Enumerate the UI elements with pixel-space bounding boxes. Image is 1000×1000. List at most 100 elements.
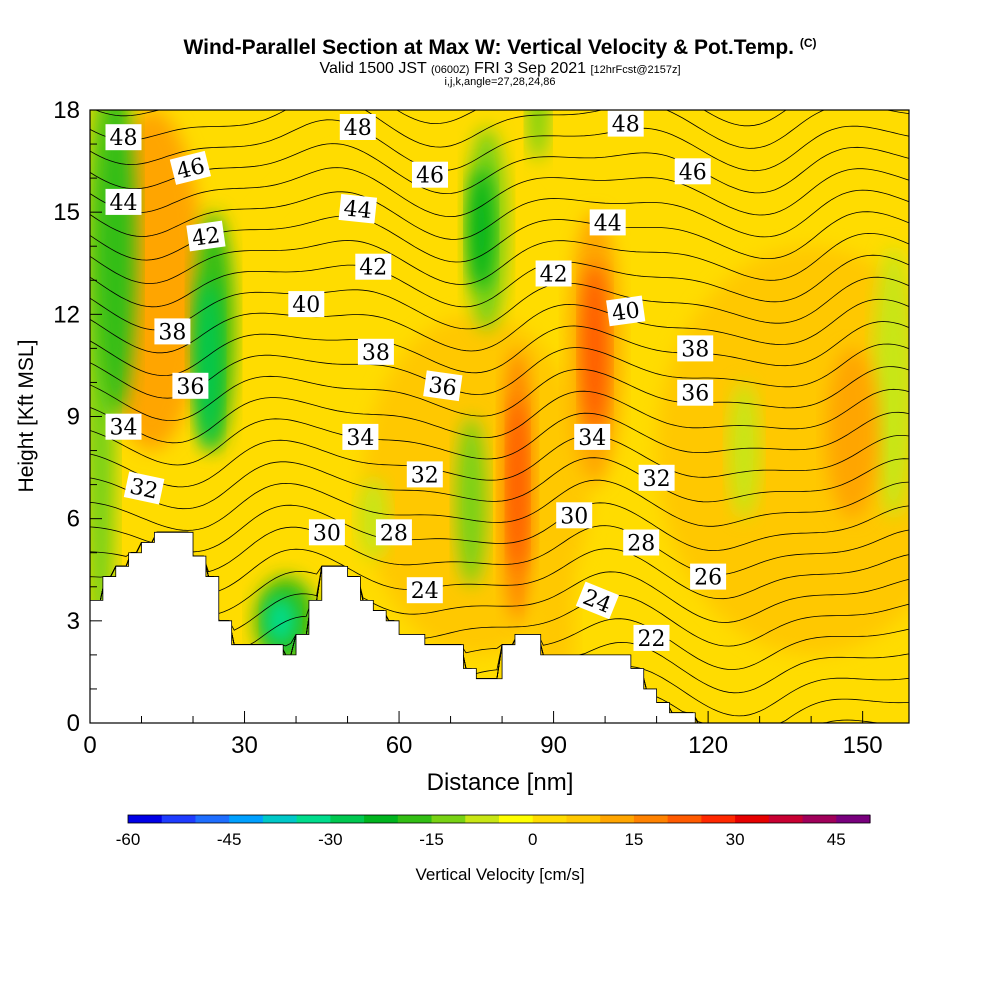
contour-label-bg: [406, 577, 443, 604]
contour-label: 44: [338, 193, 378, 224]
y-tick-label: 15: [53, 199, 80, 226]
velocity-plume: [656, 246, 909, 655]
theta-contour: [90, 457, 909, 510]
contour-label: 28: [375, 519, 412, 546]
contour-label: 38: [357, 338, 394, 366]
velocity-plume: [357, 477, 389, 560]
colorbar-tick-label: -15: [419, 830, 444, 849]
theta-contour: [90, 298, 909, 354]
velocity-plume: [468, 167, 495, 291]
x-tick-label: 90: [540, 732, 567, 759]
colorbar-tick-label: 30: [726, 830, 745, 849]
contour-label: 40: [288, 291, 325, 318]
velocity-plume: [455, 416, 487, 587]
contour-label-text: 24: [411, 579, 439, 604]
contour-label-text: 42: [540, 263, 568, 288]
contour-label-text: 40: [292, 293, 320, 318]
contour-label-text: 36: [681, 382, 709, 407]
x-tick-label: 30: [231, 732, 258, 759]
contour-label-bg: [638, 464, 675, 491]
colorbar-swatch: [161, 815, 197, 823]
contour-label-text: 30: [560, 504, 588, 529]
colorbar-swatch: [330, 815, 365, 823]
colorbar-tick-label: 15: [624, 830, 643, 849]
colorbar-swatch: [633, 815, 669, 823]
contour-label: 40: [606, 295, 646, 327]
x-tick-label: 60: [386, 732, 413, 759]
colorbar-swatch: [667, 815, 702, 823]
y-tick-label: 3: [67, 608, 80, 635]
contour-label-text: 48: [110, 126, 138, 151]
colorbar-swatch: [397, 815, 433, 823]
contour-label-bg: [105, 188, 142, 215]
y-tick-label: 18: [53, 97, 80, 124]
contour-label-text: 38: [362, 341, 390, 366]
colorbar-swatch: [701, 815, 736, 823]
contour-label-text: 40: [610, 298, 641, 327]
contour-label-bg: [556, 502, 593, 529]
colorbar-swatch: [195, 815, 230, 823]
valid-date: FRI 3 Sep 2021: [473, 60, 587, 77]
contour-label-text: 44: [110, 191, 138, 216]
contour-label-text: 34: [346, 426, 374, 451]
contour-label-bg: [375, 519, 412, 546]
contour-label-text: 32: [127, 474, 160, 504]
contour-label-bg: [423, 370, 463, 402]
contour-label-text: 38: [158, 320, 186, 345]
contour-label: 28: [623, 529, 660, 557]
forecast-info: [12hrFcst@2157z]: [590, 64, 681, 76]
contour-label-bg: [169, 150, 212, 185]
contour-label-text: 42: [359, 256, 387, 281]
contour-label: 34: [105, 413, 142, 441]
contour-label: 32: [406, 461, 443, 488]
contour-label: 32: [638, 464, 675, 492]
contour-label-text: 22: [638, 627, 666, 652]
contour-label-bg: [674, 158, 711, 185]
contour-label-text: 34: [578, 426, 606, 451]
theta-contour: [90, 434, 909, 488]
contour-label: 36: [423, 370, 463, 402]
velocity-plume: [195, 280, 222, 451]
contour-label: 42: [535, 260, 572, 288]
x-tick-label: 150: [843, 732, 883, 759]
contour-label-bg: [355, 253, 392, 280]
colorbar-swatch: [600, 815, 635, 823]
theta-contour: [90, 110, 909, 149]
contour-label-text: 32: [411, 463, 439, 488]
contour-label-text: 28: [627, 532, 655, 557]
theta-contour: [90, 276, 909, 331]
colorbar-swatch: [229, 815, 264, 823]
contour-label-bg: [575, 581, 619, 620]
colorbar-swatch: [768, 815, 804, 823]
colorbar-swatch: [499, 815, 534, 823]
colorbar-swatch: [465, 815, 500, 823]
contour-label: 26: [690, 563, 727, 591]
contour-label: 22: [633, 624, 670, 652]
chart-subtitle: Valid 1500 JST (0600Z) FRI 3 Sep 2021 [1…: [0, 60, 1000, 78]
contour-label: 30: [308, 519, 345, 546]
theta-contour: [90, 343, 909, 399]
contour-label: 44: [589, 209, 626, 236]
contour-label-text: 36: [176, 375, 204, 400]
colorbar-tick-label: -60: [116, 830, 141, 849]
theta-contour: [90, 525, 909, 576]
utc-time: (0600Z): [430, 64, 470, 76]
theta-contour: [90, 167, 909, 218]
theta-contour: [90, 502, 909, 553]
colorbar-swatch: [735, 815, 770, 823]
colorbar-swatch: [566, 815, 601, 823]
contour-label-text: 28: [380, 521, 408, 546]
y-tick-label: 0: [67, 710, 80, 737]
colorbar-swatch: [364, 815, 399, 823]
contour-label-text: 44: [594, 211, 622, 236]
contour-label-text: 48: [344, 116, 372, 141]
colorbar-tick-label: -30: [318, 830, 343, 849]
y-tick-label: 12: [53, 301, 80, 328]
contour-label-bg: [308, 519, 345, 546]
contour-label: 38: [154, 318, 191, 345]
contour-label-bg: [123, 471, 165, 505]
contour-label: 44: [105, 188, 142, 216]
x-tick-label: 120: [688, 732, 728, 759]
theta-contour: [90, 254, 909, 308]
contour-label: 46: [674, 158, 711, 185]
